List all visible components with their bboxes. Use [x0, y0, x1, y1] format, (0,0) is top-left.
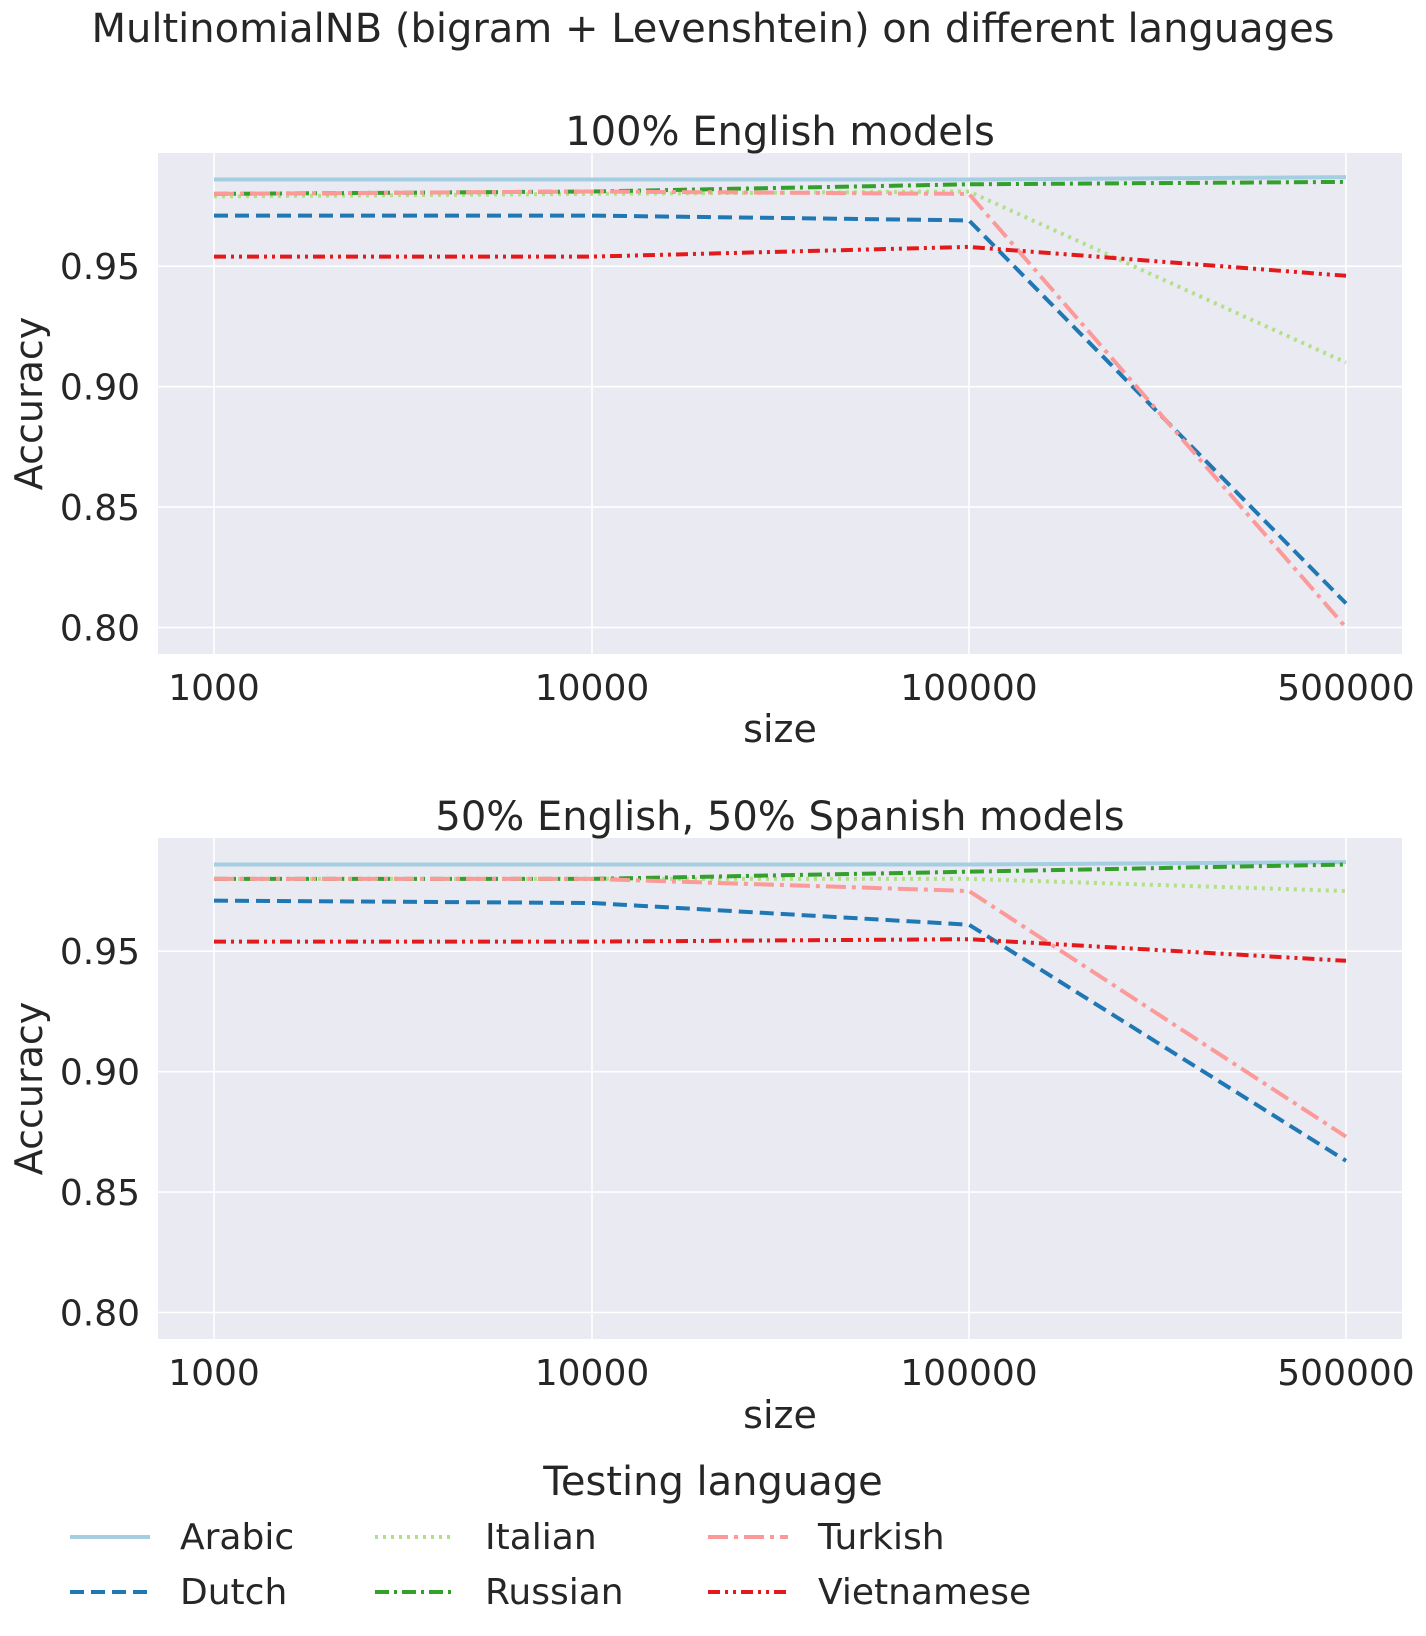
legend-label-turkish: Turkish [817, 1517, 945, 1558]
legend-label-italian: Italian [485, 1517, 597, 1558]
y-tick-label: 0.80 [60, 1294, 140, 1335]
subplot-title: 50% English, 50% Spanish models [435, 794, 1124, 840]
legend-label-russian: Russian [485, 1572, 624, 1613]
y-tick-label: 0.90 [60, 368, 140, 409]
x-tick-label: 100000 [900, 1353, 1037, 1394]
legend-label-vietnamese: Vietnamese [818, 1572, 1031, 1613]
series-line-italian [213, 189, 1347, 365]
y-tick-label: 0.90 [60, 1053, 140, 1094]
y-tick-label: 0.85 [60, 1173, 140, 1214]
subplot-english-spanish: 0.80 0.85 0.90 0.95 1000 10000 100000 500000 50%… [7, 794, 1415, 1437]
legend-label-arabic: Arabic [180, 1517, 294, 1558]
legend: Testing language Arabic Dutch Italian Russi… [70, 1459, 1031, 1613]
y-tick-label: 0.95 [60, 932, 140, 973]
y-tick-label: 0.85 [60, 488, 140, 529]
legend-items: Arabic Dutch Italian Russian Turkish Vietname… [70, 1517, 1031, 1613]
series-line-arabic [214, 860, 1347, 867]
y-tick-label: 0.95 [60, 247, 140, 288]
y-tick-label: 0.80 [60, 609, 140, 650]
figure-title: MultinomialNB (bigram + Levenshtein) on … [91, 6, 1334, 52]
x-axis-label: size [743, 707, 817, 751]
series-line-turkish [214, 876, 1348, 1139]
series-line-dutch [214, 213, 1348, 605]
x-tick-label: 1000 [168, 1353, 260, 1394]
x-tick-label: 10000 [535, 1353, 650, 1394]
x-tick-label: 500000 [1277, 1353, 1414, 1394]
series-line-arabic [214, 175, 1347, 182]
subplot-english: 0.80 0.85 0.90 0.95 1000 10000 100000 500000 100… [7, 109, 1415, 751]
legend-label-dutch: Dutch [180, 1572, 287, 1613]
x-tick-label: 100000 [900, 668, 1037, 709]
legend-title: Testing language [542, 1459, 883, 1505]
series-line-turkish [213, 189, 1348, 629]
x-tick-label: 10000 [535, 668, 650, 709]
x-tick-label: 500000 [1277, 668, 1414, 709]
series-line-vietnamese [214, 244, 1347, 278]
series-line-dutch [213, 898, 1348, 1163]
x-axis-label: size [743, 1393, 817, 1437]
plot-area [158, 838, 1402, 1339]
plot-area [158, 153, 1402, 654]
y-axis-label: Accuracy [7, 317, 51, 491]
x-tick-label: 1000 [168, 668, 260, 709]
subplot-title: 100% English models [565, 109, 995, 155]
series-line-vietnamese [214, 937, 1347, 963]
y-axis-label: Accuracy [7, 1002, 51, 1176]
